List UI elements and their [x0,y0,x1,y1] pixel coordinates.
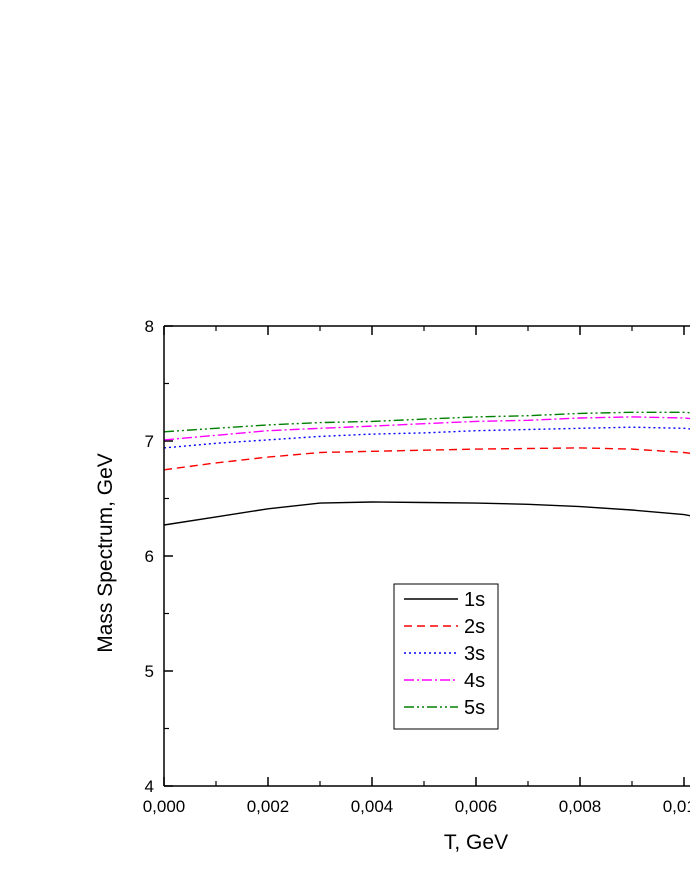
x-tick-label: 0,004 [351,797,394,816]
y-axis-title: Mass Spectrum, GeV [94,453,117,653]
legend: 1s 2s 3s 4s 5s [393,583,499,730]
legend-box [393,583,499,730]
legend-label-4s: 4s [464,670,485,692]
tick-labels: 0,0000,0020,0040,0060,0080,0100,01204567… [143,317,690,816]
legend-label-3s: 3s [464,643,485,665]
x-axis-title: T, GeV [444,831,508,854]
y-tick-label: 6 [145,547,154,566]
y-tick-label: 7 [145,432,154,451]
legend-label-2s: 2s [464,616,485,638]
series-line-4s [163,416,690,441]
x-tick-label: 0,006 [455,797,498,816]
series-line-2s [163,447,690,471]
series-line-1s [163,501,690,526]
series-line-3s [163,426,690,449]
legend-label-1s: 1s [464,589,485,611]
y-tick-label: 4 [145,777,154,796]
y-tick-label: 5 [145,662,154,681]
series-lines [163,411,690,526]
x-tick-label: 0,008 [559,797,602,816]
y-tick-label: 8 [145,317,154,336]
legend-label-5s: 5s [464,697,485,719]
axis-ticks [163,325,685,787]
x-tick-label: 0,010 [663,797,690,816]
x-tick-label: 0,002 [247,797,290,816]
x-tick-label: 0,000 [143,797,186,816]
